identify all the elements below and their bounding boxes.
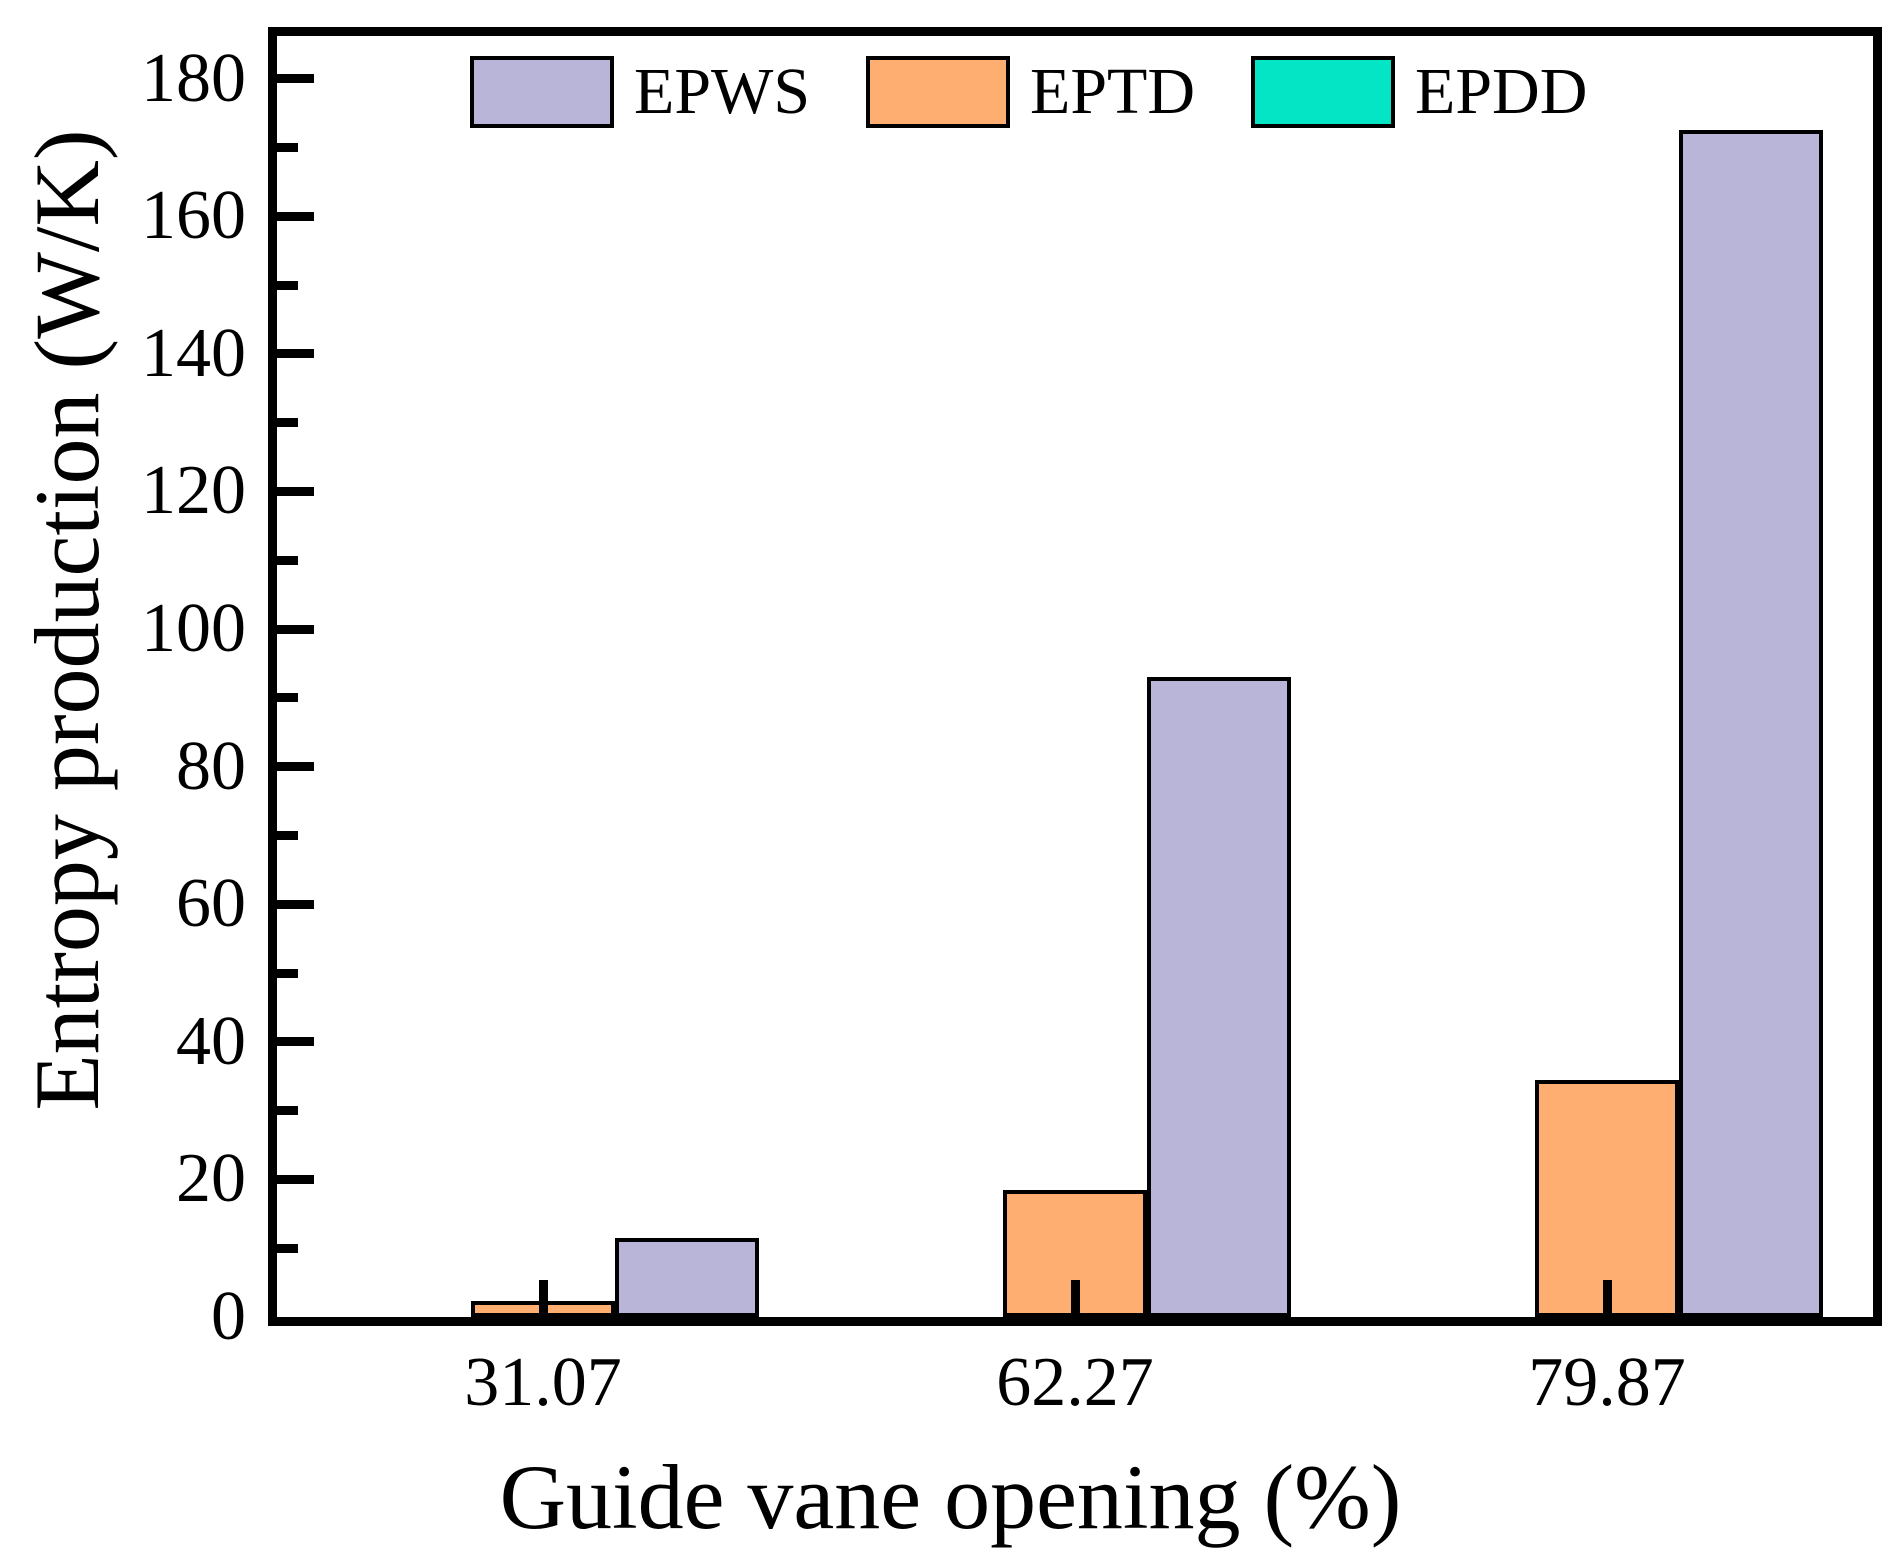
y-tick-label-20: 20 xyxy=(176,1140,246,1218)
y-tick-label-180: 180 xyxy=(141,39,246,117)
y-major-tick-180 xyxy=(277,74,314,84)
legend-label-epdd: EPDD xyxy=(1415,55,1588,128)
legend-label-eptd: EPTD xyxy=(1030,55,1196,128)
legend-swatch-epdd xyxy=(1251,56,1396,128)
legend-swatch-epws xyxy=(470,56,614,128)
y-minor-tick-50 xyxy=(277,968,298,978)
legend-entry-epdd: EPDD xyxy=(1251,56,1587,128)
legend: EPWS EPTD EPDD xyxy=(470,56,1587,128)
x-major-tick-62.27 xyxy=(1070,1280,1080,1317)
y-tick-label-140: 140 xyxy=(141,314,246,392)
bar-epws-31.07 xyxy=(615,1237,759,1317)
legend-swatch-eptd xyxy=(866,56,1011,128)
y-tick-label-40: 40 xyxy=(176,1002,246,1080)
legend-entry-eptd: EPTD xyxy=(866,56,1195,128)
y-major-tick-80 xyxy=(277,762,314,772)
y-major-tick-40 xyxy=(277,1037,314,1047)
x-tick-label-79.87: 79.87 xyxy=(1528,1344,1686,1421)
legend-entry-epws: EPWS xyxy=(470,56,810,128)
y-minor-tick-150 xyxy=(277,280,298,290)
legend-label-epws: EPWS xyxy=(634,55,811,128)
y-tick-label-60: 60 xyxy=(176,865,246,943)
x-axis-title: Guide vane opening (%) xyxy=(499,1446,1402,1548)
y-major-tick-20 xyxy=(277,1174,314,1184)
y-major-tick-160 xyxy=(277,211,314,221)
y-major-tick-100 xyxy=(277,624,314,634)
y-tick-label-0: 0 xyxy=(211,1278,246,1355)
plot-area xyxy=(268,27,1882,1326)
y-tick-label-80: 80 xyxy=(176,727,246,805)
y-minor-tick-10 xyxy=(277,1243,298,1253)
y-major-tick-140 xyxy=(277,349,314,359)
bar-epws-62.27 xyxy=(1147,677,1291,1317)
y-minor-tick-70 xyxy=(277,830,298,840)
x-tick-label-62.27: 62.27 xyxy=(996,1344,1154,1421)
y-major-tick-120 xyxy=(277,486,314,496)
y-tick-label-160: 160 xyxy=(141,177,246,255)
bar-epws-79.87 xyxy=(1679,130,1823,1317)
y-major-tick-60 xyxy=(277,899,314,909)
y-minor-tick-30 xyxy=(277,1106,298,1116)
y-minor-tick-110 xyxy=(277,555,298,565)
bar-eptd-62.27 xyxy=(1003,1189,1147,1317)
y-minor-tick-170 xyxy=(277,142,298,152)
x-tick-label-31.07: 31.07 xyxy=(464,1344,622,1421)
y-minor-tick-90 xyxy=(277,693,298,703)
y-tick-label-100: 100 xyxy=(141,590,246,668)
y-minor-tick-130 xyxy=(277,418,298,428)
y-tick-label-120: 120 xyxy=(141,452,246,530)
x-major-tick-31.07 xyxy=(538,1280,548,1317)
x-major-tick-79.87 xyxy=(1602,1280,1612,1317)
